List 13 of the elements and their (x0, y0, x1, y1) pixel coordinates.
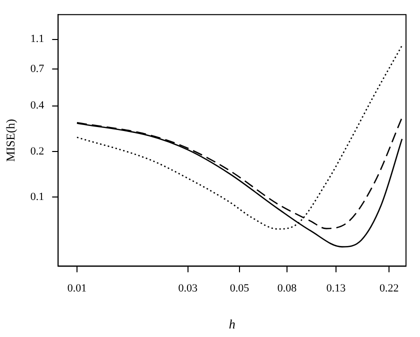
y-tick-label: 0.4 (30, 100, 45, 112)
y-tick-label: 0.1 (30, 190, 44, 203)
x-tick-label: 0.05 (230, 282, 250, 295)
x-tick-label: 0.13 (326, 282, 346, 295)
y-tick-label: 0.7 (30, 62, 45, 75)
y-tick-label: 1.1 (30, 33, 44, 46)
x-tick-label: 0.22 (380, 282, 399, 295)
x-tick-label: 0.03 (178, 282, 198, 295)
x-axis-title: h (228, 316, 236, 332)
y-tick-label: 0.2 (30, 145, 44, 158)
y-axis-title: MISE(h) (3, 119, 18, 162)
x-tick-label: 0.08 (277, 282, 298, 295)
x-tick-label: 0.01 (67, 282, 87, 295)
